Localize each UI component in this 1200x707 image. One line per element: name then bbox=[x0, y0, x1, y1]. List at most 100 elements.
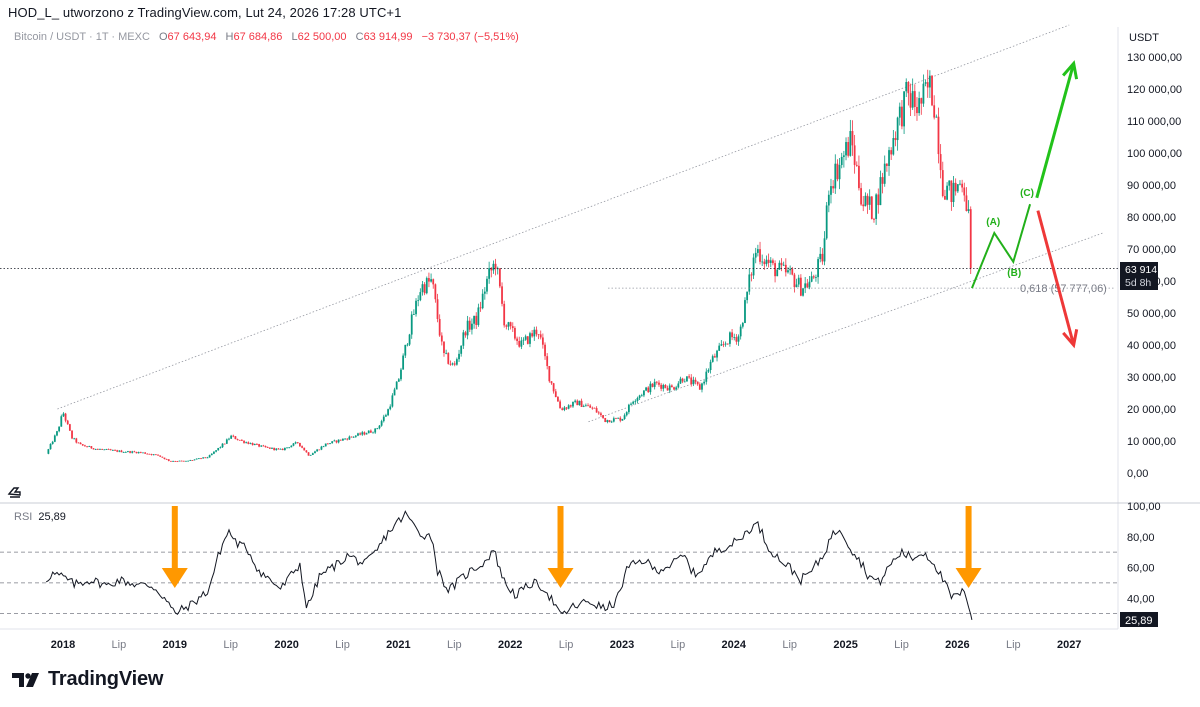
candle-body bbox=[666, 387, 669, 391]
candle-body bbox=[926, 82, 929, 88]
candle-body bbox=[423, 284, 426, 294]
price-tick-label: 70 000,00 bbox=[1127, 244, 1176, 256]
wave-path bbox=[971, 203, 1032, 289]
candle-body bbox=[473, 315, 475, 324]
rsi-tick-label: 40,00 bbox=[1127, 593, 1155, 605]
time-tick-label: Lip bbox=[894, 639, 909, 651]
candle-body bbox=[623, 415, 626, 419]
candle-body bbox=[920, 98, 923, 104]
candle-body bbox=[159, 455, 162, 457]
candle-body bbox=[574, 400, 577, 402]
candle-body bbox=[933, 105, 936, 118]
candle-body bbox=[651, 383, 654, 387]
wave-projection[interactable] bbox=[971, 203, 1032, 289]
candle-body bbox=[294, 442, 297, 444]
candle-body bbox=[331, 441, 334, 444]
candle-body bbox=[860, 188, 862, 205]
time-tick-label: Lip bbox=[671, 639, 686, 651]
candle-body bbox=[86, 446, 88, 448]
candle-body bbox=[535, 329, 538, 335]
candle-body bbox=[412, 314, 415, 315]
candle-body bbox=[956, 184, 959, 192]
candle-body bbox=[870, 196, 873, 219]
candle-body bbox=[109, 449, 112, 451]
candle-body bbox=[311, 453, 314, 455]
candle-body bbox=[782, 264, 785, 266]
candle-body bbox=[883, 163, 886, 184]
candle-body bbox=[236, 439, 239, 440]
candle-body bbox=[305, 450, 308, 453]
candle-body bbox=[696, 381, 699, 385]
candle-body bbox=[563, 407, 566, 410]
candle-body bbox=[879, 177, 882, 206]
candle-body bbox=[731, 332, 733, 338]
candle-body bbox=[849, 131, 852, 156]
candle-body bbox=[746, 291, 749, 301]
candle-body bbox=[363, 432, 366, 435]
price-tick-label: 80 000,00 bbox=[1127, 212, 1176, 224]
candle-body bbox=[243, 440, 245, 443]
candle-body bbox=[847, 142, 850, 156]
candle-body bbox=[845, 142, 847, 156]
candle-body bbox=[546, 356, 549, 367]
candle-body bbox=[361, 432, 364, 435]
symbol-name[interactable]: Bitcoin / USDT · 1T · MEXC bbox=[14, 31, 150, 43]
candle-body bbox=[299, 442, 301, 447]
candle-body bbox=[763, 261, 766, 265]
price-axis-currency[interactable]: USDT bbox=[1129, 32, 1159, 44]
trend-channel[interactable] bbox=[57, 24, 1103, 423]
tradingview-logo[interactable]: TradingView bbox=[12, 668, 163, 691]
candle-body bbox=[468, 320, 471, 330]
low-label: L bbox=[291, 31, 298, 43]
time-tick-label: Lip bbox=[335, 639, 350, 651]
candle-body bbox=[352, 436, 355, 438]
candle-body bbox=[187, 460, 190, 462]
candle-body bbox=[320, 446, 323, 450]
rsi-name[interactable]: RSI bbox=[14, 511, 33, 523]
candle-body bbox=[281, 448, 284, 450]
candle-body bbox=[944, 196, 946, 200]
candle-body bbox=[729, 332, 731, 344]
candle-body bbox=[275, 448, 278, 450]
candle-body bbox=[643, 390, 645, 396]
candle-body bbox=[453, 363, 456, 365]
candle-body bbox=[529, 333, 531, 344]
candle-body bbox=[47, 449, 50, 454]
candle-body bbox=[735, 337, 738, 342]
candle-body bbox=[759, 249, 761, 262]
candle-body bbox=[283, 447, 286, 450]
rsi-oversold-arrows[interactable] bbox=[161, 506, 982, 588]
candle-body bbox=[335, 440, 338, 443]
price-tick-label: 130 000,00 bbox=[1127, 52, 1182, 64]
candle-body bbox=[348, 436, 351, 440]
candle-body bbox=[901, 106, 903, 127]
candle-body bbox=[514, 328, 516, 339]
candle-body bbox=[129, 451, 131, 453]
candle-body bbox=[905, 82, 908, 92]
candle-body bbox=[918, 98, 921, 114]
candle-body bbox=[565, 407, 568, 409]
candle-body bbox=[103, 449, 106, 451]
time-axis-ticks: 2018 Lip 2019 Lip 2020 Lip 2021 Lip 2022 Lip 2023 L… bbox=[51, 639, 1082, 651]
candle-body bbox=[144, 452, 147, 454]
candle-body bbox=[694, 379, 697, 382]
candle-body bbox=[498, 268, 501, 287]
candle-body bbox=[221, 443, 224, 448]
candle-body bbox=[329, 443, 331, 445]
candle-body bbox=[587, 405, 589, 407]
candle-body bbox=[548, 366, 551, 382]
candle-body bbox=[939, 154, 942, 171]
candle-body bbox=[428, 278, 430, 282]
candle-body bbox=[365, 433, 368, 435]
time-tick-label: Lip bbox=[447, 639, 462, 651]
price-tick-label: 50 000,00 bbox=[1127, 308, 1176, 320]
candle-body bbox=[776, 269, 779, 277]
candle-body bbox=[404, 344, 407, 356]
target-arrows[interactable] bbox=[1035, 60, 1079, 349]
candle-body bbox=[479, 307, 482, 309]
replay-icon[interactable] bbox=[7, 487, 21, 498]
rsi-tick-label: 80,00 bbox=[1127, 532, 1155, 544]
candle-body bbox=[213, 451, 215, 454]
candle-body bbox=[395, 381, 398, 390]
